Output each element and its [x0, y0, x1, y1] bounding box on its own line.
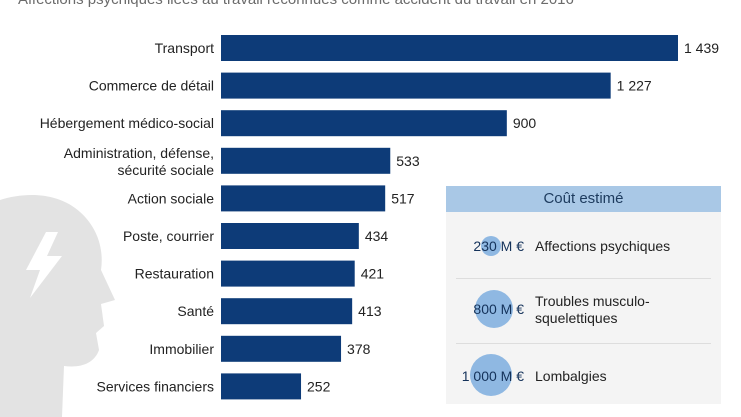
bar	[221, 185, 386, 212]
category-label: Transport	[155, 40, 215, 56]
bar-value-label: 434	[365, 228, 389, 244]
bar	[221, 335, 342, 362]
bar-value-label: 1 227	[617, 78, 652, 94]
cost-label: Troubles musculo-squelettiques	[535, 293, 650, 326]
bar	[221, 110, 507, 137]
category-label: Commerce de détail	[89, 78, 214, 94]
category-label: Action sociale	[128, 190, 215, 206]
bar	[221, 35, 678, 61]
bar-value-label: 378	[347, 341, 371, 357]
cost-label: Affections psychiques	[535, 238, 671, 254]
cost-panel-header: Coût estimé	[446, 186, 721, 212]
bar	[221, 223, 359, 249]
cost-row-affections: 230 M € Affections psychiques	[446, 214, 721, 278]
cost-divider	[456, 278, 711, 279]
bar	[221, 298, 353, 325]
cost-bubble	[475, 290, 513, 328]
category-label: Santé	[177, 303, 214, 319]
head-lightning-icon	[0, 195, 115, 417]
category-label: Hébergement médico-social	[40, 115, 214, 131]
cost-amount: 230 M €	[473, 238, 524, 254]
bar-value-label: 421	[361, 266, 385, 282]
cost-label: Lombalgies	[535, 368, 607, 384]
category-label: Poste, courrier	[123, 228, 214, 244]
bar-value-label: 1 439	[684, 40, 719, 56]
cost-divider	[456, 343, 711, 344]
cost-amount: 800 M €	[473, 301, 524, 317]
bar-value-label: 900	[513, 115, 537, 131]
bar	[221, 373, 302, 400]
cost-row-lombalgies: 1 000 M € Lombalgies	[446, 344, 721, 408]
chart-subtitle: Affections psychiques liées au travail r…	[18, 0, 574, 8]
category-label: Services financiers	[97, 378, 215, 394]
cost-amount: 1 000 M €	[461, 368, 524, 384]
cost-bubble	[470, 354, 512, 396]
bar-value-label: 533	[396, 153, 420, 169]
cost-bubble	[481, 236, 501, 256]
bar-value-label: 252	[307, 378, 331, 394]
bar-value-label: 413	[358, 303, 382, 319]
cost-row-tms: 800 M € Troubles musculo-squelettiques	[446, 279, 721, 343]
category-label: Restauration	[135, 266, 214, 282]
bar	[221, 72, 611, 99]
bar	[221, 260, 355, 287]
category-label: Immobilier	[149, 341, 214, 357]
bar	[221, 147, 391, 174]
category-label: Administration, défense, sécurité sociale	[64, 145, 214, 178]
cost-panel: Coût estimé 230 M € Affections psychique…	[446, 186, 721, 404]
bar-value-label: 517	[391, 190, 415, 206]
